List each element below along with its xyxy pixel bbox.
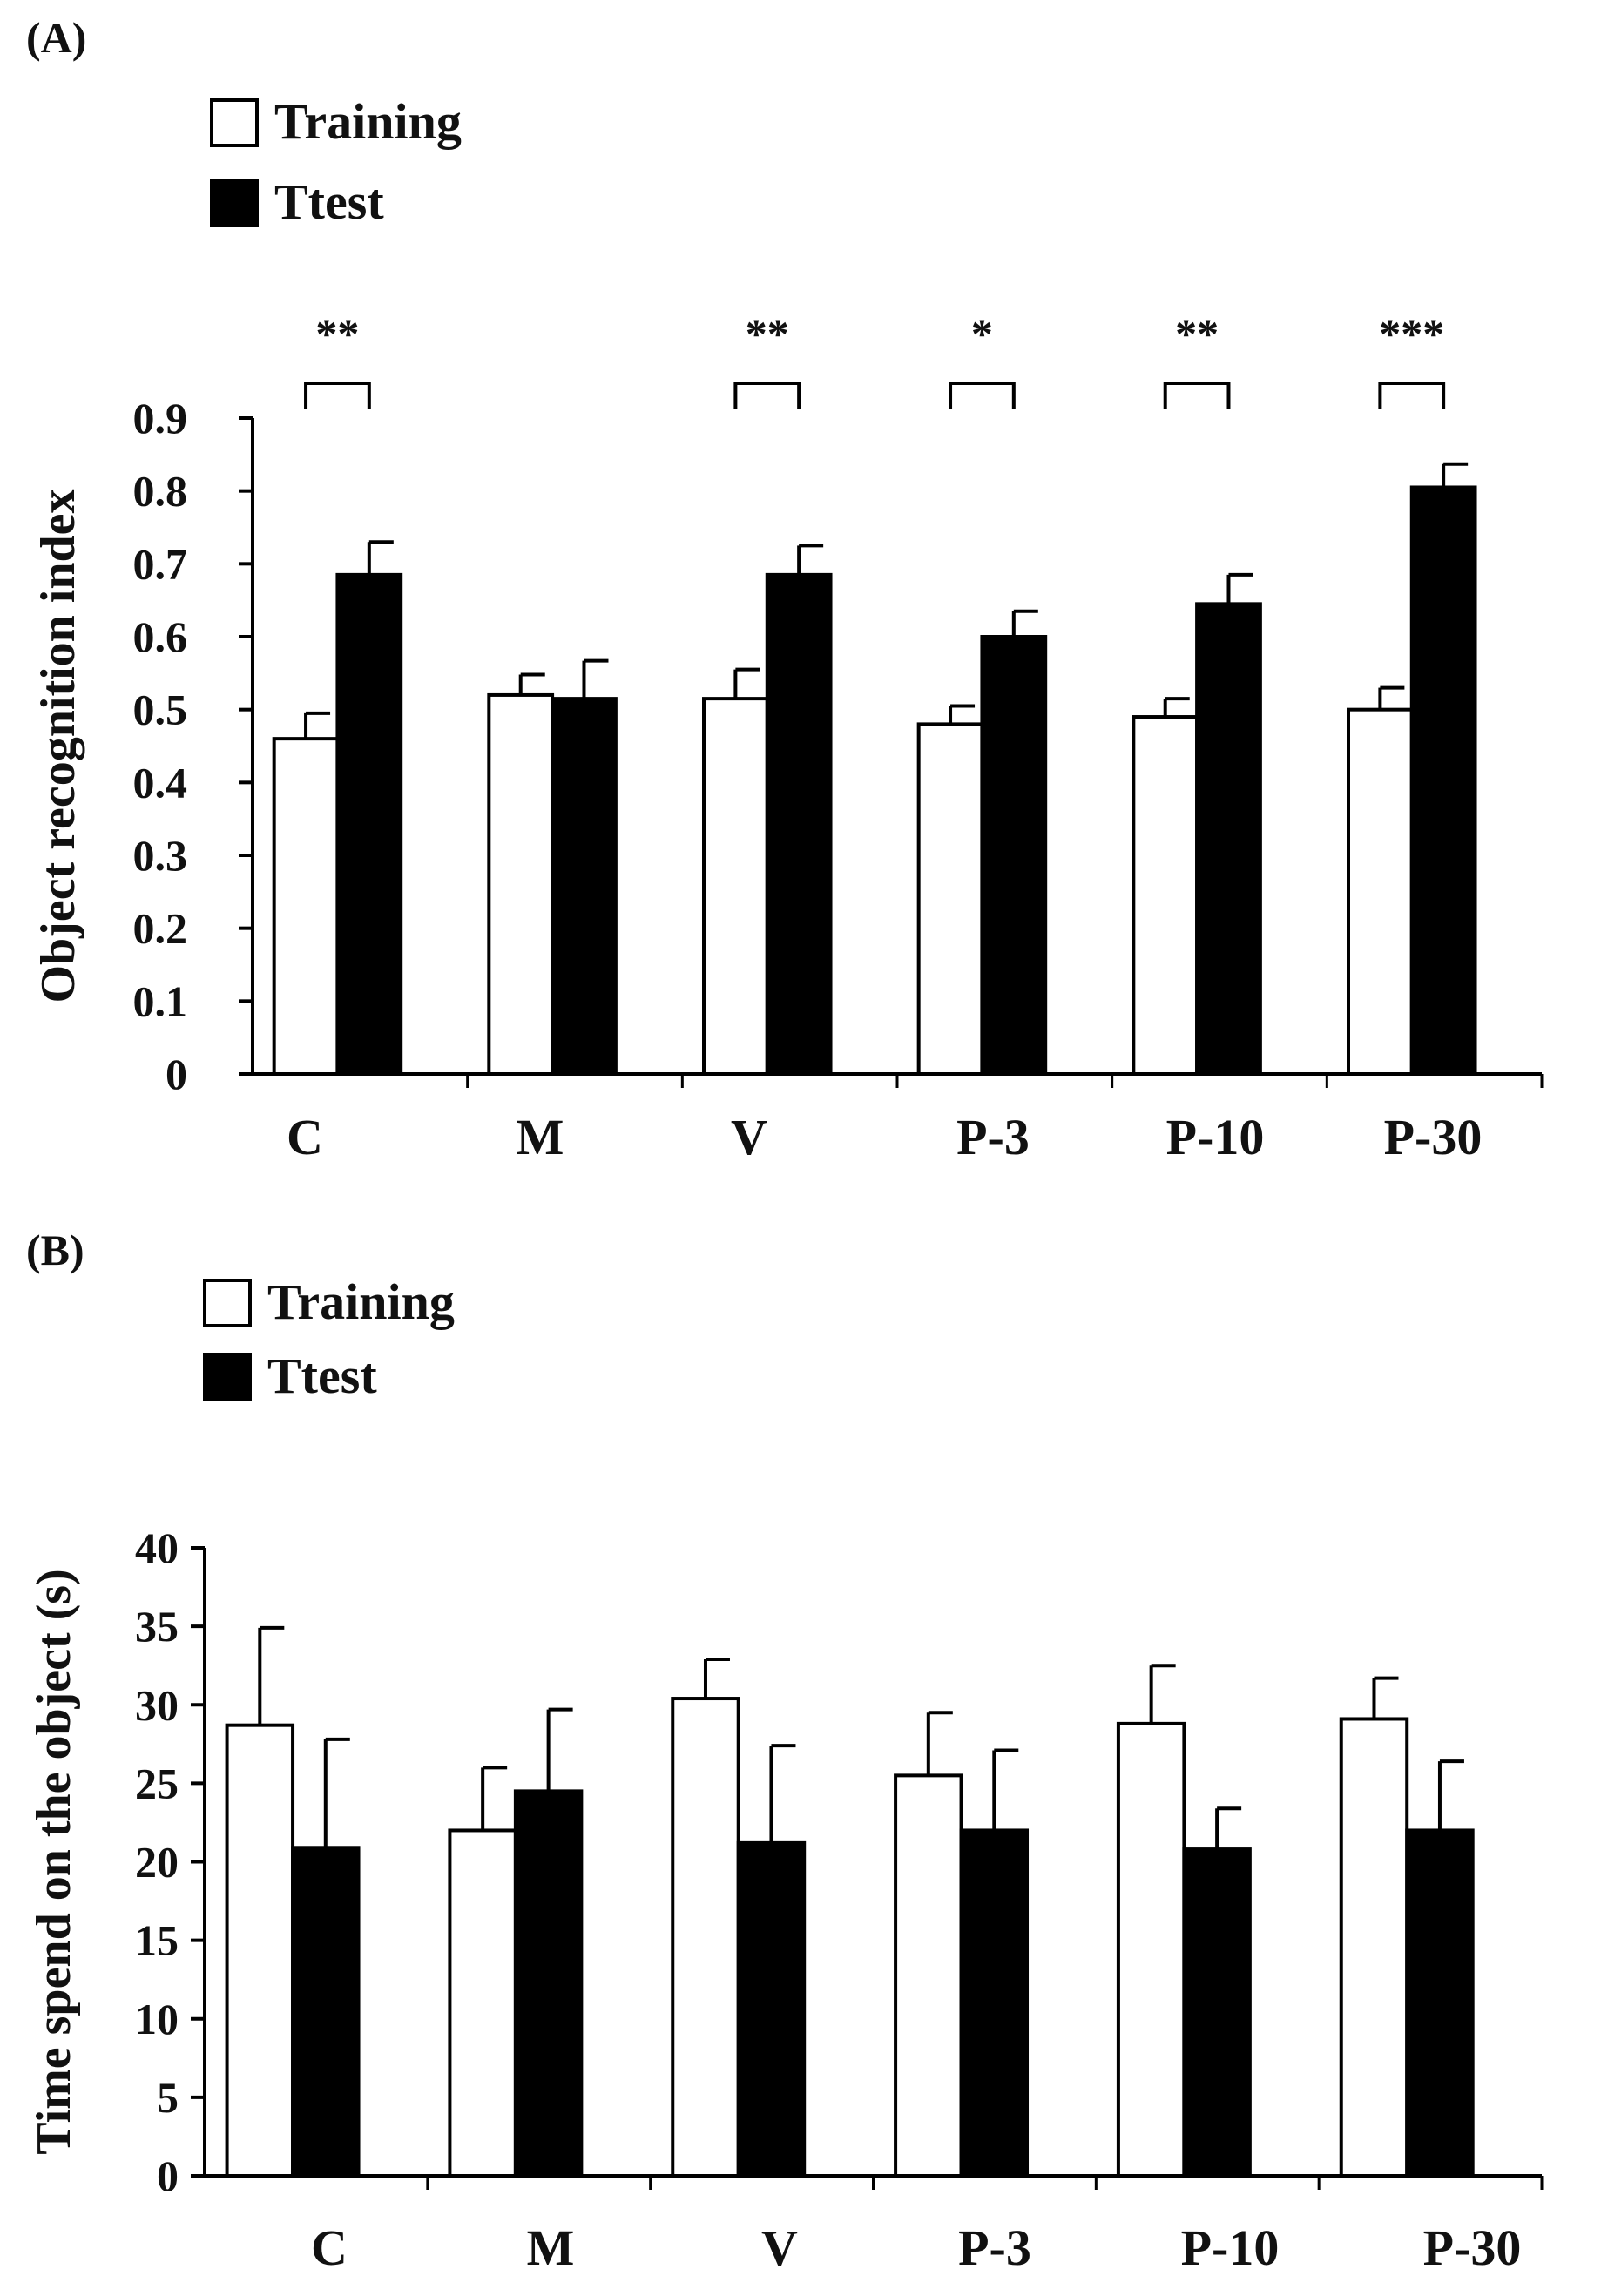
x-category-label: M xyxy=(517,1109,564,1165)
y-axis-title: Time spend on the object (s) xyxy=(27,1569,81,2155)
bar-ttest-v xyxy=(736,1840,807,2178)
significance-marker: ** xyxy=(1175,309,1219,358)
bar-training-p-3 xyxy=(894,1773,963,2178)
bar-ttest-p-10 xyxy=(1195,602,1262,1076)
bar-training-p-30 xyxy=(1347,707,1414,1077)
legend-swatch-ttest xyxy=(210,179,259,227)
bar-ttest-p-30 xyxy=(1405,1828,1475,2178)
y-tick-label: 25 xyxy=(135,1759,179,1807)
significance-bracket xyxy=(1378,382,1446,409)
bar-ttest-m xyxy=(551,697,618,1076)
y-tick-label: 0.4 xyxy=(133,758,188,807)
significance-bracket xyxy=(733,382,801,409)
x-category-label: P-30 xyxy=(1384,1109,1483,1165)
y-tick-label: 0 xyxy=(166,1050,187,1098)
bar-ttest-c xyxy=(291,1846,361,2178)
y-tick-label: 0.8 xyxy=(133,467,188,516)
y-tick-label: 20 xyxy=(135,1838,179,1887)
legend-label-ttest: Ttest xyxy=(267,1347,377,1404)
x-category-label: C xyxy=(287,1109,323,1165)
significance-bracket xyxy=(1163,382,1231,409)
bar-ttest-p-30 xyxy=(1409,485,1477,1076)
legend-label-ttest: Ttest xyxy=(274,173,384,230)
y-tick-label: 0.5 xyxy=(133,685,188,734)
significance-marker: *** xyxy=(1379,309,1444,358)
bar-training-c xyxy=(272,737,340,1077)
bar-training-c xyxy=(225,1723,295,2178)
y-tick-label: 40 xyxy=(135,1523,179,1572)
y-tick-label: 0.3 xyxy=(133,831,188,880)
bar-training-v xyxy=(702,697,769,1076)
bar-ttest-p-3 xyxy=(959,1828,1030,2178)
bar-ttest-p-3 xyxy=(980,635,1048,1076)
bar-ttest-p-10 xyxy=(1182,1847,1252,2178)
bar-training-m xyxy=(487,692,555,1077)
legend-swatch-training xyxy=(203,1279,252,1327)
legend-swatch-training xyxy=(210,98,259,147)
bar-training-v xyxy=(671,1697,740,2178)
y-tick-label: 0.1 xyxy=(133,976,188,1025)
y-tick-label: 0.7 xyxy=(133,539,188,588)
x-category-label: C xyxy=(311,2219,348,2276)
bar-training-p-3 xyxy=(916,722,984,1077)
x-category-label: P-10 xyxy=(1166,1109,1265,1165)
y-axis-title: Object recognition index xyxy=(31,489,85,1003)
y-tick-label: 35 xyxy=(135,1602,179,1651)
y-tick-label: 10 xyxy=(135,1995,179,2043)
x-category-label: P-3 xyxy=(956,1109,1030,1165)
y-tick-label: 0.6 xyxy=(133,612,188,661)
significance-marker: ** xyxy=(746,309,789,358)
significance-marker: * xyxy=(971,309,993,358)
y-tick-label: 0.2 xyxy=(133,904,188,953)
legend-label-training: Training xyxy=(274,93,462,150)
significance-bracket xyxy=(949,382,1016,409)
legend-swatch-ttest xyxy=(203,1353,252,1401)
y-tick-label: 0 xyxy=(157,2151,179,2200)
significance-marker: ** xyxy=(315,309,359,358)
legend-label-training: Training xyxy=(267,1273,455,1330)
y-tick-label: 0.9 xyxy=(133,394,188,442)
bar-training-p-10 xyxy=(1116,1721,1186,2178)
significance-bracket xyxy=(304,382,371,409)
bar-training-p-10 xyxy=(1132,715,1199,1076)
x-category-label: P-10 xyxy=(1181,2219,1280,2276)
panel-label: (A) xyxy=(26,13,86,62)
chart-panel-b: (B) Training Ttest 0 5 10 15 20 25 30 35 40 Time spe… xyxy=(26,1226,1544,2276)
x-category-label: M xyxy=(527,2219,575,2276)
bar-ttest-c xyxy=(335,572,403,1076)
y-tick-label: 30 xyxy=(135,1680,179,1729)
x-category-label: P-30 xyxy=(1423,2219,1522,2276)
x-category-label: P-3 xyxy=(958,2219,1031,2276)
bar-training-p-30 xyxy=(1339,1717,1409,2178)
bar-training-m xyxy=(448,1828,517,2178)
x-category-label: V xyxy=(761,2219,798,2276)
panel-label: (B) xyxy=(26,1226,84,1274)
y-tick-label: 15 xyxy=(135,1916,179,1965)
x-category-label: V xyxy=(731,1109,767,1165)
bar-ttest-v xyxy=(765,572,833,1076)
y-tick-label: 5 xyxy=(157,2073,179,2122)
bar-ttest-m xyxy=(513,1789,584,2178)
chart-panel-a: (A) Training Ttest 0 0.1 0.2 0.3 0.4 0.5 0.6 0.7 0.… xyxy=(26,13,1544,1165)
